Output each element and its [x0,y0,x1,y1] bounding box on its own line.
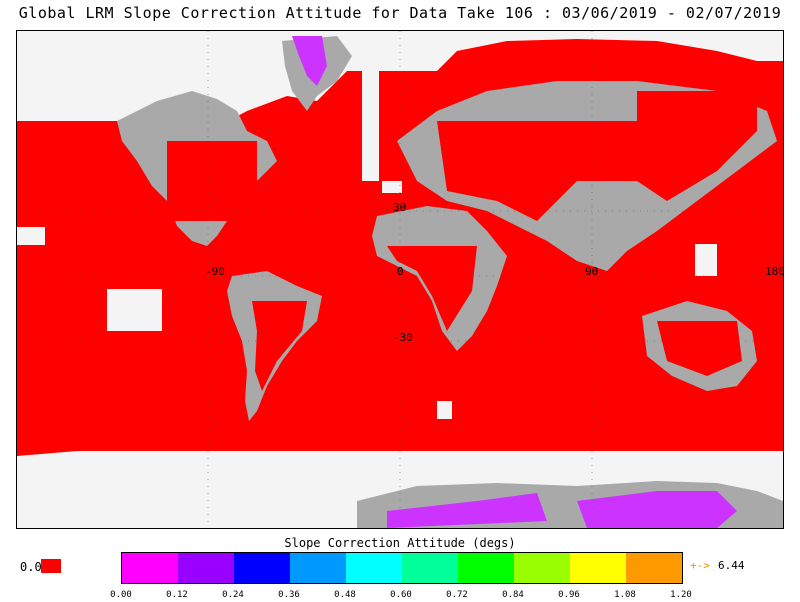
colorbar-cell [346,553,402,583]
world-map: -90 0 90 180 30 -30 [16,30,784,529]
tick-label: 0.84 [502,590,524,600]
colorbar [121,552,683,584]
tick-label: 1.20 [670,590,692,600]
lon-label-east: 90 [585,265,599,278]
zero-label: 0.0 [20,560,42,574]
colorbar-cell [458,553,514,583]
map-canvas [17,31,783,528]
tick-label: 0.00 [110,590,132,600]
colorbar-cell [402,553,458,583]
legend-title: Slope Correction Attitude (degs) [284,536,516,550]
map-title: Global LRM Slope Correction Attitude for… [18,4,782,22]
lon-label-west: -90 [205,265,225,278]
tick-label: 0.24 [222,590,244,600]
lon-label-zero: 0 [397,265,404,278]
ocean-south [17,409,783,456]
colorbar-cell [290,553,346,583]
tick-label: 0.72 [446,590,468,600]
colorbar-cell [234,553,290,583]
lon-label-dateline: 180 [765,265,784,278]
colorbar-ticks: 0.00 0.12 0.24 0.36 0.48 0.60 0.72 0.84 … [0,590,800,602]
colorbar-cell [514,553,570,583]
tick-label: 0.96 [558,590,580,600]
nodata-strip [362,71,379,181]
max-arrow: +-> [690,559,710,572]
max-value: 6.44 [718,559,745,572]
colorbar-cell [570,553,626,583]
tick-label: 0.48 [334,590,356,600]
colorbar-cell [122,553,178,583]
tick-label: 0.60 [390,590,412,600]
colorbar-cell [178,553,234,583]
tick-label: 0.12 [166,590,188,600]
zero-swatch [41,559,61,573]
tick-label: 1.08 [614,590,636,600]
nodata-patch [107,289,162,331]
colorbar-cell [626,553,682,583]
lat-label-south: -30 [393,331,413,344]
tick-label: 0.36 [278,590,300,600]
lat-label-north: 30 [393,201,407,214]
